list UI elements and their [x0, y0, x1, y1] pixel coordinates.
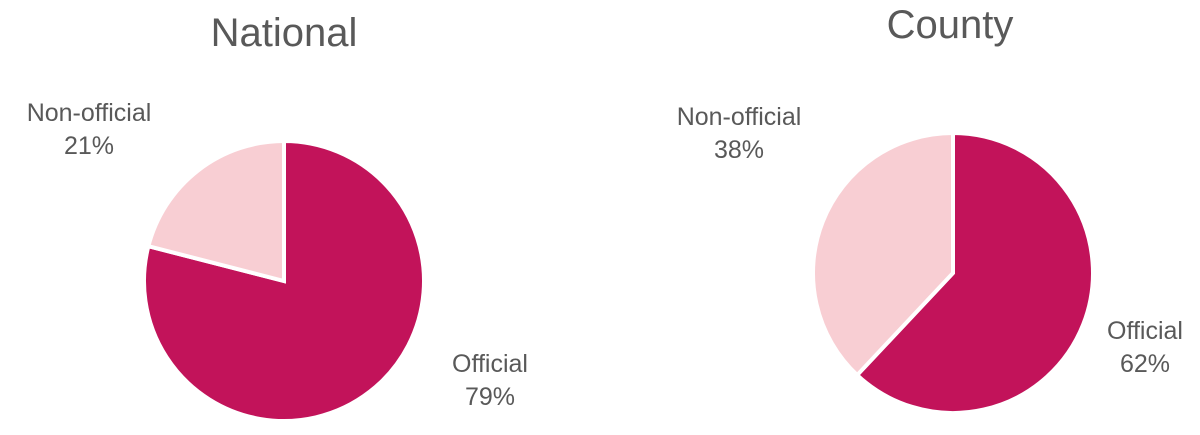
chart-title: National [210, 11, 358, 55]
pie-slice-non-official [811, 130, 955, 378]
national-pie-svg [144, 138, 424, 421]
slice-label-official: Official 62% [1107, 315, 1183, 381]
slice-label-name: Non-official [26, 99, 152, 127]
pie-slice-non-official [145, 138, 286, 284]
slice-label-name: Non-official [676, 103, 802, 131]
slice-label-official: Official 79% [452, 348, 528, 414]
slice-label-value: 38% [713, 136, 765, 164]
county-pie-svg [811, 130, 1095, 415]
slice-label-name: Official [452, 350, 528, 378]
slice-label-value: 79% [464, 383, 516, 411]
slice-label-name: Official [1107, 317, 1183, 345]
slice-label-non-official: Non-official 38% [677, 101, 802, 167]
slice-label-value: 21% [63, 132, 115, 160]
national-pie-chart: National Official 79% Non-official 21% [27, 11, 528, 423]
slice-label-non-official: Non-official 21% [27, 97, 152, 163]
county-pie-chart: County Official 62% Non-official 38% [600, 0, 1200, 435]
slice-label-value: 62% [1119, 350, 1171, 378]
pie-slice-official [854, 130, 1095, 415]
chart-title: County [886, 3, 1014, 47]
